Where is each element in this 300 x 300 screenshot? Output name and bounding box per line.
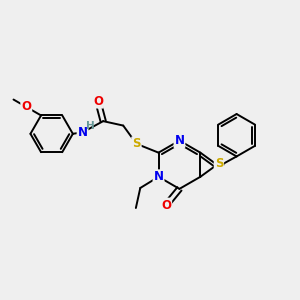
Text: H: H <box>86 121 95 131</box>
Text: N: N <box>78 126 88 139</box>
Text: N: N <box>154 170 164 183</box>
Text: O: O <box>161 199 171 212</box>
Text: S: S <box>215 157 223 170</box>
Text: O: O <box>21 100 31 113</box>
Text: S: S <box>132 137 141 150</box>
Text: N: N <box>174 134 184 147</box>
Text: O: O <box>93 94 103 108</box>
